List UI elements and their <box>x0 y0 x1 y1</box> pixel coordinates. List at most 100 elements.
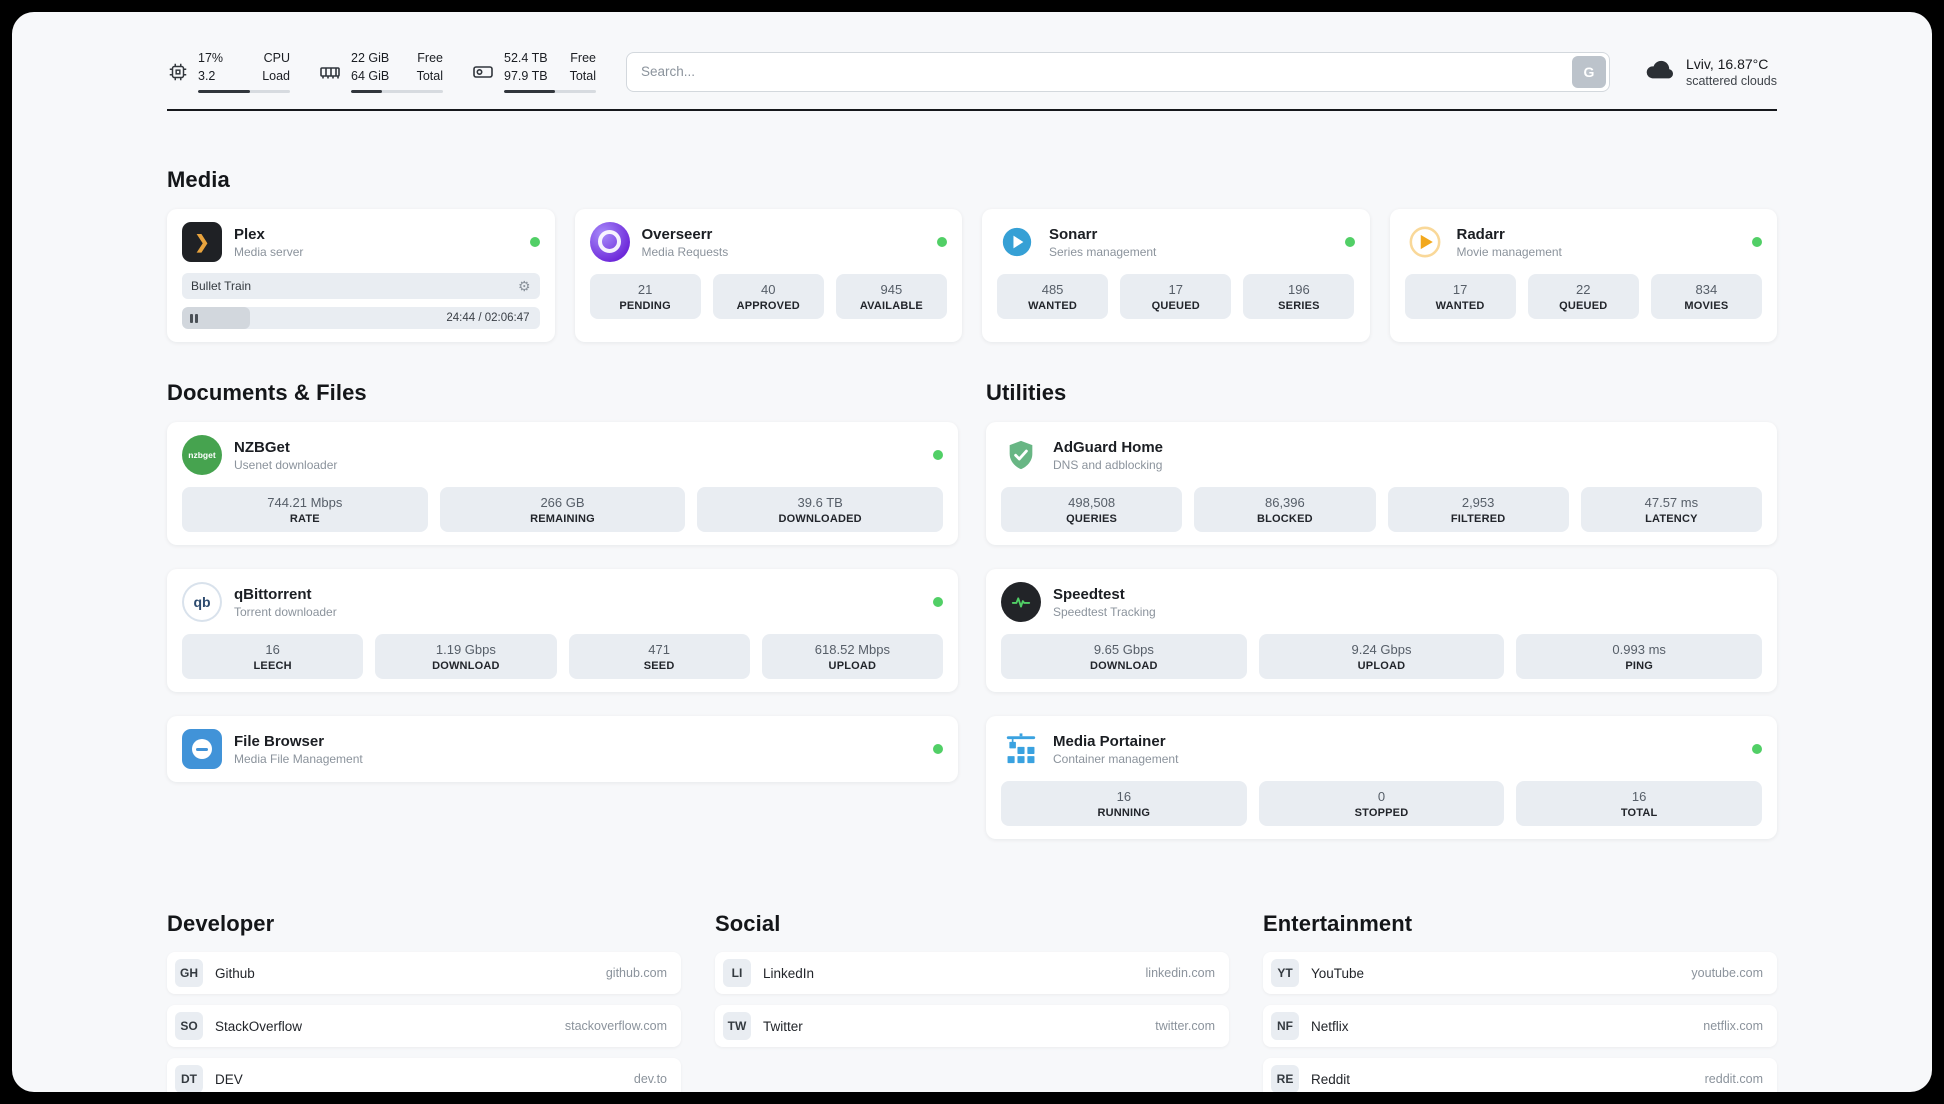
weather-condition: scattered clouds <box>1685 73 1777 88</box>
ram-metric: 22 GiB Free 64 GiB Total <box>318 50 443 93</box>
stat-series: 196 SERIES <box>1243 274 1355 319</box>
app-card-plex[interactable]: Plex Media server Bullet Train ⚙ 24:44 /… <box>167 209 555 342</box>
link-name: Twitter <box>763 1018 803 1034</box>
gear-icon[interactable]: ⚙ <box>517 278 531 294</box>
ram-free-label: Free <box>417 51 443 65</box>
topbar: 17% CPU 3.2 Load 22 GiB Free 64 GiB <box>167 50 1777 93</box>
app-subtitle: Media server <box>234 244 304 259</box>
app-card-portainer[interactable]: Media Portainer Container management 16 R… <box>986 716 1777 839</box>
stat-blocked: 86,396 BLOCKED <box>1194 487 1376 532</box>
link-domain: twitter.com <box>1155 1019 1215 1033</box>
weather-widget[interactable]: Lviv, 16.87°C scattered clouds <box>1644 56 1777 88</box>
app-title: Speedtest <box>1053 585 1125 603</box>
stat-ping: 0.993 ms PING <box>1516 634 1762 679</box>
disk-total-label: Total <box>569 68 596 83</box>
disk-icon <box>471 60 495 84</box>
status-dot <box>1752 237 1762 247</box>
link-twitter[interactable]: TW Twitter twitter.com <box>715 1005 1229 1047</box>
link-name: Netflix <box>1311 1018 1349 1034</box>
stat-filtered: 2,953 FILTERED <box>1387 487 1569 532</box>
link-domain: reddit.com <box>1704 1072 1763 1086</box>
link-stackoverflow[interactable]: SO StackOverflow stackoverflow.com <box>167 1005 681 1047</box>
stat-approved: 40 APPROVED <box>712 274 824 319</box>
linkedin-icon: LI <box>723 959 751 987</box>
reddit-icon: RE <box>1271 1065 1299 1092</box>
app-title: Sonarr <box>1049 225 1098 243</box>
cpu-load-label: Load <box>262 68 290 83</box>
disk-free-value: 52.4 TB <box>504 51 548 65</box>
documents-section: Documents & Files nzbget NZBGet Usenet d… <box>167 380 958 839</box>
link-name: YouTube <box>1311 965 1365 981</box>
weather-location: Lviv, 16.87°C <box>1685 55 1769 72</box>
disk-metric: 52.4 TB Free 97.9 TB Total <box>471 50 596 93</box>
search-engine-button[interactable]: G <box>1571 55 1606 88</box>
app-card-radarr[interactable]: Radarr Movie management 17 WANTED 22 QUEUE… <box>1389 209 1777 342</box>
cpu-label: CPU <box>263 51 290 65</box>
ram-total-label: Total <box>416 68 443 83</box>
status-dot <box>933 597 943 607</box>
link-dev[interactable]: DT DEV dev.to <box>167 1058 681 1092</box>
system-metrics: 17% CPU 3.2 Load 22 GiB Free 64 GiB <box>167 50 596 93</box>
developer-section: Developer GH Github github.com SO StackO… <box>167 911 681 1092</box>
search-input[interactable] <box>626 51 1610 92</box>
app-subtitle: Speedtest Tracking <box>1053 604 1156 619</box>
app-title: Media Portainer <box>1053 732 1166 750</box>
app-card-overseerr[interactable]: Overseerr Media Requests 21 PENDING 40 APP… <box>574 209 962 342</box>
app-title: qBittorrent <box>234 585 312 603</box>
stat-stopped: 0 STOPPED <box>1258 781 1505 826</box>
stat-total: 16 TOTAL <box>1516 781 1762 826</box>
app-card-adguard[interactable]: AdGuard Home DNS and adblocking 498,508 Q… <box>986 422 1777 545</box>
stat-leech: 16 LEECH <box>182 634 364 679</box>
stat-upload: 618.52 Mbps UPLOAD <box>761 634 943 679</box>
qbittorrent-icon: qb <box>182 582 222 622</box>
link-github[interactable]: GH Github github.com <box>167 952 681 994</box>
github-icon: GH <box>175 959 203 987</box>
topbar-divider <box>167 109 1777 111</box>
playback-time: 24:44 / 02:06:47 <box>446 311 530 324</box>
stat-movies: 834 MOVIES <box>1650 274 1762 319</box>
link-linkedin[interactable]: LI LinkedIn linkedin.com <box>715 952 1229 994</box>
app-subtitle: Media File Management <box>234 751 363 766</box>
status-dot <box>937 237 947 247</box>
app-card-filebrowser[interactable]: File Browser Media File Management <box>167 716 958 782</box>
app-subtitle: Movie management <box>1456 244 1562 259</box>
status-dot <box>1752 744 1762 754</box>
plex-icon <box>182 222 222 262</box>
link-reddit[interactable]: RE Reddit reddit.com <box>1263 1058 1777 1092</box>
dashboard-page: 17% CPU 3.2 Load 22 GiB Free 64 GiB <box>12 12 1932 1092</box>
link-domain: github.com <box>605 966 667 980</box>
stat-seed: 471 SEED <box>568 634 750 679</box>
ram-total-value: 64 GiB <box>351 68 390 83</box>
app-card-speedtest[interactable]: Speedtest Speedtest Tracking 9.65 Gbps DO… <box>986 569 1777 692</box>
app-card-sonarr[interactable]: Sonarr Series management 485 WANTED 17 QUE… <box>982 209 1370 342</box>
playback-progress[interactable]: 24:44 / 02:06:47 <box>182 307 540 329</box>
app-title: File Browser <box>234 732 325 750</box>
stat-rate: 744.21 Mbps RATE <box>182 487 428 532</box>
cpu-icon <box>167 61 189 83</box>
search-bar: G <box>626 51 1610 92</box>
status-dot <box>933 450 943 460</box>
app-title: AdGuard Home <box>1053 438 1164 456</box>
disk-progress-bar <box>504 90 596 93</box>
link-youtube[interactable]: YT YouTube youtube.com <box>1263 952 1777 994</box>
app-card-qbittorrent[interactable]: qb qBittorrent Torrent downloader 16 LEEC… <box>167 569 958 692</box>
ram-progress-bar <box>351 90 443 93</box>
ram-icon <box>318 60 342 84</box>
app-subtitle: Torrent downloader <box>234 604 337 619</box>
radarr-icon <box>1405 222 1445 262</box>
pause-icon[interactable] <box>190 313 198 323</box>
speedtest-icon <box>1001 582 1041 622</box>
link-domain: linkedin.com <box>1145 966 1215 980</box>
portainer-icon <box>1001 729 1041 769</box>
stat-downloaded: 39.6 TB DOWNLOADED <box>697 487 943 532</box>
netflix-icon: NF <box>1271 1012 1299 1040</box>
disk-total-value: 97.9 TB <box>504 68 548 83</box>
app-card-nzbget[interactable]: nzbget NZBGet Usenet downloader 744.21 M… <box>167 422 958 545</box>
app-title: Radarr <box>1456 225 1505 243</box>
media-section-title: Media <box>167 167 230 192</box>
app-title: Plex <box>234 225 265 243</box>
link-netflix[interactable]: NF Netflix netflix.com <box>1263 1005 1777 1047</box>
youtube-icon: YT <box>1271 959 1299 987</box>
link-domain: stackoverflow.com <box>564 1019 667 1033</box>
link-name: LinkedIn <box>763 965 815 981</box>
